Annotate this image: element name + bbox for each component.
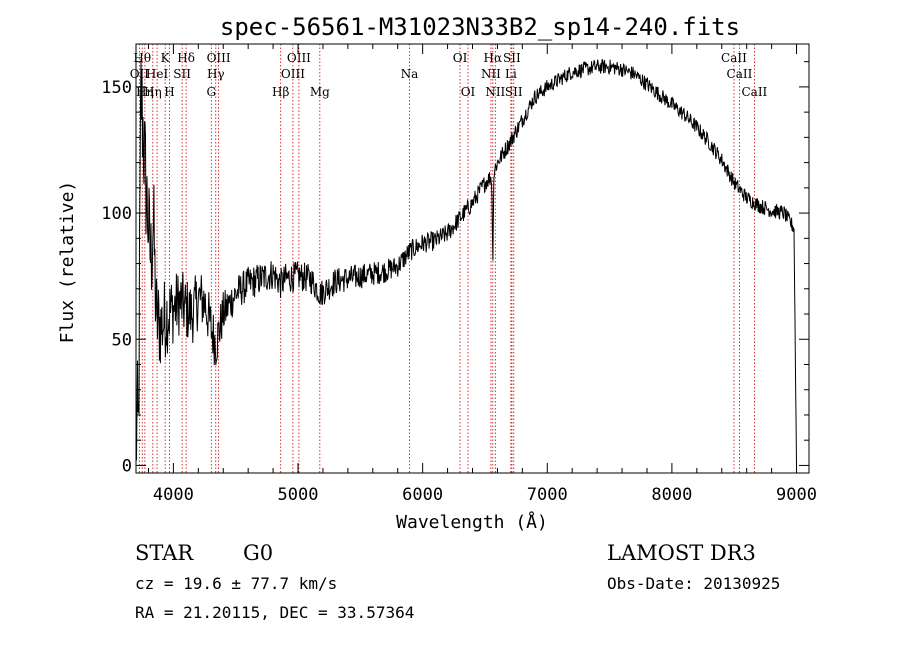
survey-name: LAMOST DR3 xyxy=(607,541,756,565)
emission-line-label: NII xyxy=(485,85,505,99)
emission-line-label: SII xyxy=(503,51,521,65)
emission-line-label: OIII xyxy=(287,51,311,65)
y-tick-label: 0 xyxy=(122,456,132,476)
emission-line-label: OII xyxy=(130,67,150,81)
emission-line-label: CaII xyxy=(721,51,747,65)
x-axis-label: Wavelength (Å) xyxy=(396,511,548,533)
redshift-text: cz = 19.6 ± 77.7 km/s xyxy=(135,574,337,593)
emission-line-label: OIII xyxy=(281,67,305,81)
obs-date: Obs-Date: 20130925 xyxy=(607,574,780,593)
emission-line-label: H xyxy=(164,85,174,99)
emission-line-label: Hβ xyxy=(272,85,289,99)
emission-line-label: CaII xyxy=(741,85,767,99)
y-axis-ticks: 0 50 100 150 xyxy=(101,61,809,476)
emission-line-label: OIII xyxy=(207,51,231,65)
emission-line-label: CaII xyxy=(727,67,753,81)
emission-line-label: Mg xyxy=(310,85,330,99)
emission-line-label: G xyxy=(206,85,216,99)
emission-line-label: OI xyxy=(453,51,468,65)
emission-line-label: OI xyxy=(461,85,476,99)
plot-frame xyxy=(135,43,810,474)
emission-line-markers xyxy=(138,44,755,473)
x-tick-label: 7000 xyxy=(527,485,568,505)
emission-line-label: Hγ xyxy=(207,67,225,81)
emission-line-label: Hα xyxy=(484,51,503,65)
y-axis-label: Flux (relative) xyxy=(57,181,78,344)
x-tick-label: 8000 xyxy=(651,485,692,505)
emission-line-label: HeI xyxy=(146,67,169,81)
x-axis-ticks: 4000 5000 6000 7000 8000 9000 xyxy=(147,44,817,505)
emission-line-label: NII xyxy=(481,67,501,81)
chart-title: spec-56561-M31023N33B2_sp14-240.fits xyxy=(220,13,740,41)
emission-line-label: Li xyxy=(505,67,517,81)
emission-line-label: SII xyxy=(173,67,191,81)
x-tick-label: 9000 xyxy=(776,485,817,505)
emission-line-label: K xyxy=(161,51,171,65)
emission-line-labels: OIIHθHηHηHeIKHSIIHδGHγOIIIHβOIIIOIIIMgNa… xyxy=(130,51,768,99)
emission-line-label: Na xyxy=(401,67,419,81)
x-tick-label: 5000 xyxy=(278,485,319,505)
coordinates: RA = 21.20115, DEC = 33.57364 xyxy=(135,603,414,622)
y-tick-label: 100 xyxy=(101,204,132,224)
x-tick-label: 4000 xyxy=(153,485,194,505)
spectrum-line xyxy=(135,58,797,466)
object-class: STAR xyxy=(135,541,194,565)
y-tick-label: 50 xyxy=(112,330,132,350)
emission-line-label: Hη xyxy=(144,85,162,99)
x-tick-label: 6000 xyxy=(402,485,443,505)
object-subclass: G0 xyxy=(243,541,273,565)
emission-line-label: SII xyxy=(505,85,523,99)
y-tick-label: 150 xyxy=(101,78,132,98)
emission-line-label: Hδ xyxy=(177,51,195,65)
